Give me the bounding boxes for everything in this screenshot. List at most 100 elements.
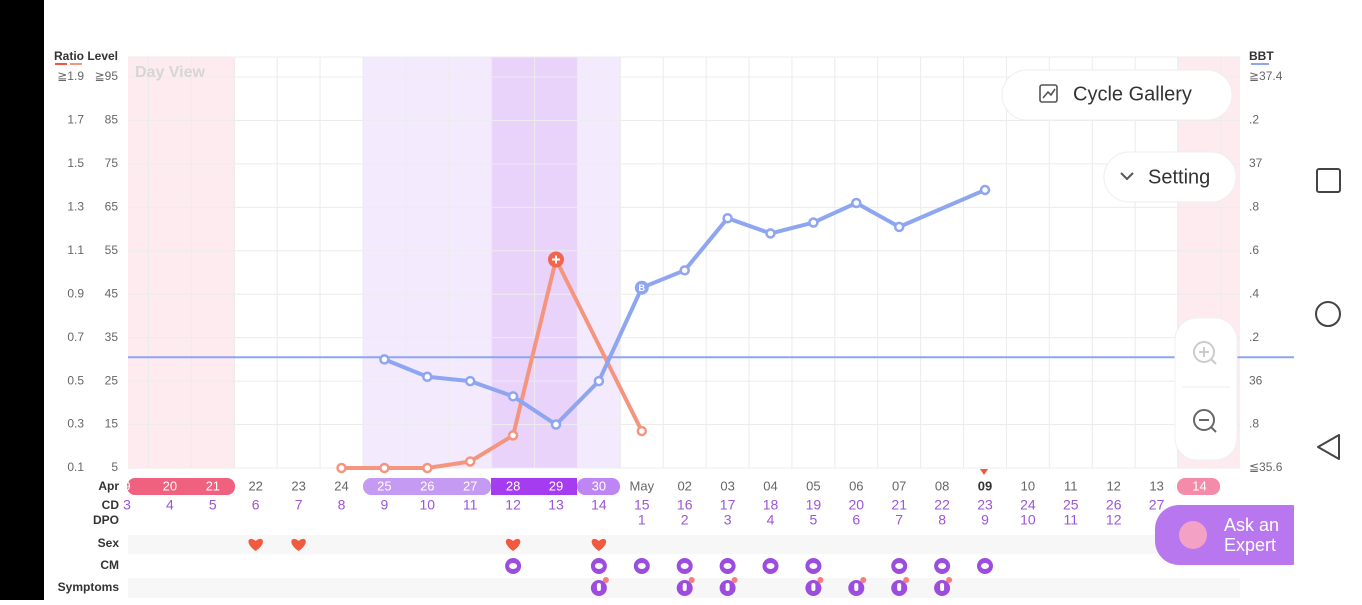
cm-icon-inner xyxy=(723,563,732,569)
y-tick-label: 0.5 xyxy=(67,373,84,387)
cm-icon-inner xyxy=(509,563,518,569)
point xyxy=(507,391,519,402)
y-tick-label: 1.7 xyxy=(67,113,84,127)
symptom-icon-inner xyxy=(682,583,687,591)
dpo-label: 7 xyxy=(895,512,903,528)
date-label: 24 xyxy=(334,478,348,493)
date-label: 12 xyxy=(1106,478,1120,493)
zoom-bg xyxy=(1174,317,1238,461)
cd-label: 6 xyxy=(252,497,260,513)
date-label: 14 xyxy=(1192,478,1206,493)
date-label: 30 xyxy=(592,478,606,493)
y2-tick-label: .2 xyxy=(1249,330,1259,344)
date-label: 02 xyxy=(677,478,691,493)
back-button[interactable] xyxy=(1317,434,1340,460)
cd-label: 17 xyxy=(720,497,736,513)
cm-icon-inner xyxy=(895,563,904,569)
cd-label: 20 xyxy=(849,497,865,513)
fertile-pill xyxy=(577,478,620,495)
zoom-control xyxy=(1174,317,1238,461)
cd-label: 23 xyxy=(977,497,993,513)
date-label: 27 xyxy=(463,478,477,493)
lh-tick-label: 85 xyxy=(105,113,119,127)
y2-tick-label: .8 xyxy=(1249,417,1259,431)
fertile-band xyxy=(363,57,491,468)
gallery-icon xyxy=(1042,88,1056,99)
lh-tick-label: 55 xyxy=(105,243,119,257)
zoom-out[interactable] xyxy=(1193,409,1217,433)
cm-icon-inner xyxy=(766,563,775,569)
cd-label: 18 xyxy=(763,497,779,513)
lh-tick-label: 35 xyxy=(105,330,119,344)
row-label: CM xyxy=(100,558,119,572)
dpo-label: 8 xyxy=(938,512,946,528)
y2-tick-label: 37 xyxy=(1249,156,1263,170)
zoom-in[interactable] xyxy=(1193,341,1217,365)
y-tick-label: 0.1 xyxy=(67,460,84,474)
lh-tick-label: 65 xyxy=(105,200,119,214)
dpo-label: 11 xyxy=(1064,512,1079,528)
cd-label: 15 xyxy=(634,497,650,513)
date-label: 09 xyxy=(978,478,992,493)
cd-label: 3 xyxy=(123,497,131,513)
button-bg xyxy=(1001,69,1233,121)
series-line xyxy=(383,188,986,427)
button-bg xyxy=(1103,151,1237,203)
cd-label: 8 xyxy=(338,497,346,513)
nav-bar xyxy=(1294,0,1362,600)
home-button[interactable] xyxy=(1315,301,1341,327)
period-band xyxy=(128,57,235,468)
y2-tick-label: .6 xyxy=(1249,243,1259,257)
symptom-icon-inner xyxy=(854,583,859,591)
y2-tick-label: .2 xyxy=(1249,113,1259,127)
cd-label: 26 xyxy=(1106,497,1122,513)
symptom-dot xyxy=(860,577,867,583)
button-label: Setting xyxy=(1148,166,1210,188)
date-label: 10 xyxy=(1021,478,1035,493)
date-label: 06 xyxy=(849,478,863,493)
date-label: 28 xyxy=(506,478,520,493)
cycle-gallery-button[interactable]: Cycle Gallery xyxy=(1001,69,1233,121)
point xyxy=(722,212,733,224)
date-label: 03 xyxy=(720,478,734,493)
cd-label: 21 xyxy=(891,497,907,513)
period-pill xyxy=(127,478,235,495)
cm-icon-inner xyxy=(981,563,989,569)
symptom-icon-inner xyxy=(940,583,945,591)
dpo-label: 3 xyxy=(724,512,732,528)
ovulation-pill xyxy=(491,478,577,495)
heart xyxy=(248,538,263,551)
setting-button[interactable]: Setting xyxy=(1103,151,1237,203)
symptom-dot xyxy=(817,577,824,583)
dpo-label: 4 xyxy=(767,512,775,528)
cd-label: 24 xyxy=(1020,497,1036,513)
legend-swatch xyxy=(1251,63,1269,65)
symptom-dot xyxy=(731,577,738,583)
row-label: CD xyxy=(102,498,120,512)
lh-tick-label: 25 xyxy=(105,373,119,387)
point xyxy=(336,462,347,474)
row-stripe xyxy=(128,535,1240,554)
heart xyxy=(505,538,521,551)
cd-label: 16 xyxy=(677,497,693,513)
y2-tick-label: ≦35.6 xyxy=(1249,460,1283,474)
date-label: 26 xyxy=(420,478,434,493)
date-label: 08 xyxy=(935,478,949,493)
legend-swatch xyxy=(70,63,82,65)
symptom-dot xyxy=(602,577,609,583)
cd-label: 5 xyxy=(209,497,217,513)
point xyxy=(422,462,433,474)
y2-tick-label: 36 xyxy=(1249,373,1263,387)
ask-expert-button[interactable]: Ask an Expert xyxy=(1155,505,1315,565)
date-label: 22 xyxy=(248,478,262,493)
dpo-label: 10 xyxy=(1020,512,1036,528)
view-label: Day View xyxy=(135,64,206,81)
recents-button[interactable] xyxy=(1316,168,1341,193)
date-label: 23 xyxy=(291,478,305,493)
y-tick-label: 1.3 xyxy=(67,200,84,214)
date-label: 11 xyxy=(1064,478,1078,493)
cm-icon-inner xyxy=(809,563,818,569)
point xyxy=(379,462,390,474)
fertile-band xyxy=(577,57,620,468)
